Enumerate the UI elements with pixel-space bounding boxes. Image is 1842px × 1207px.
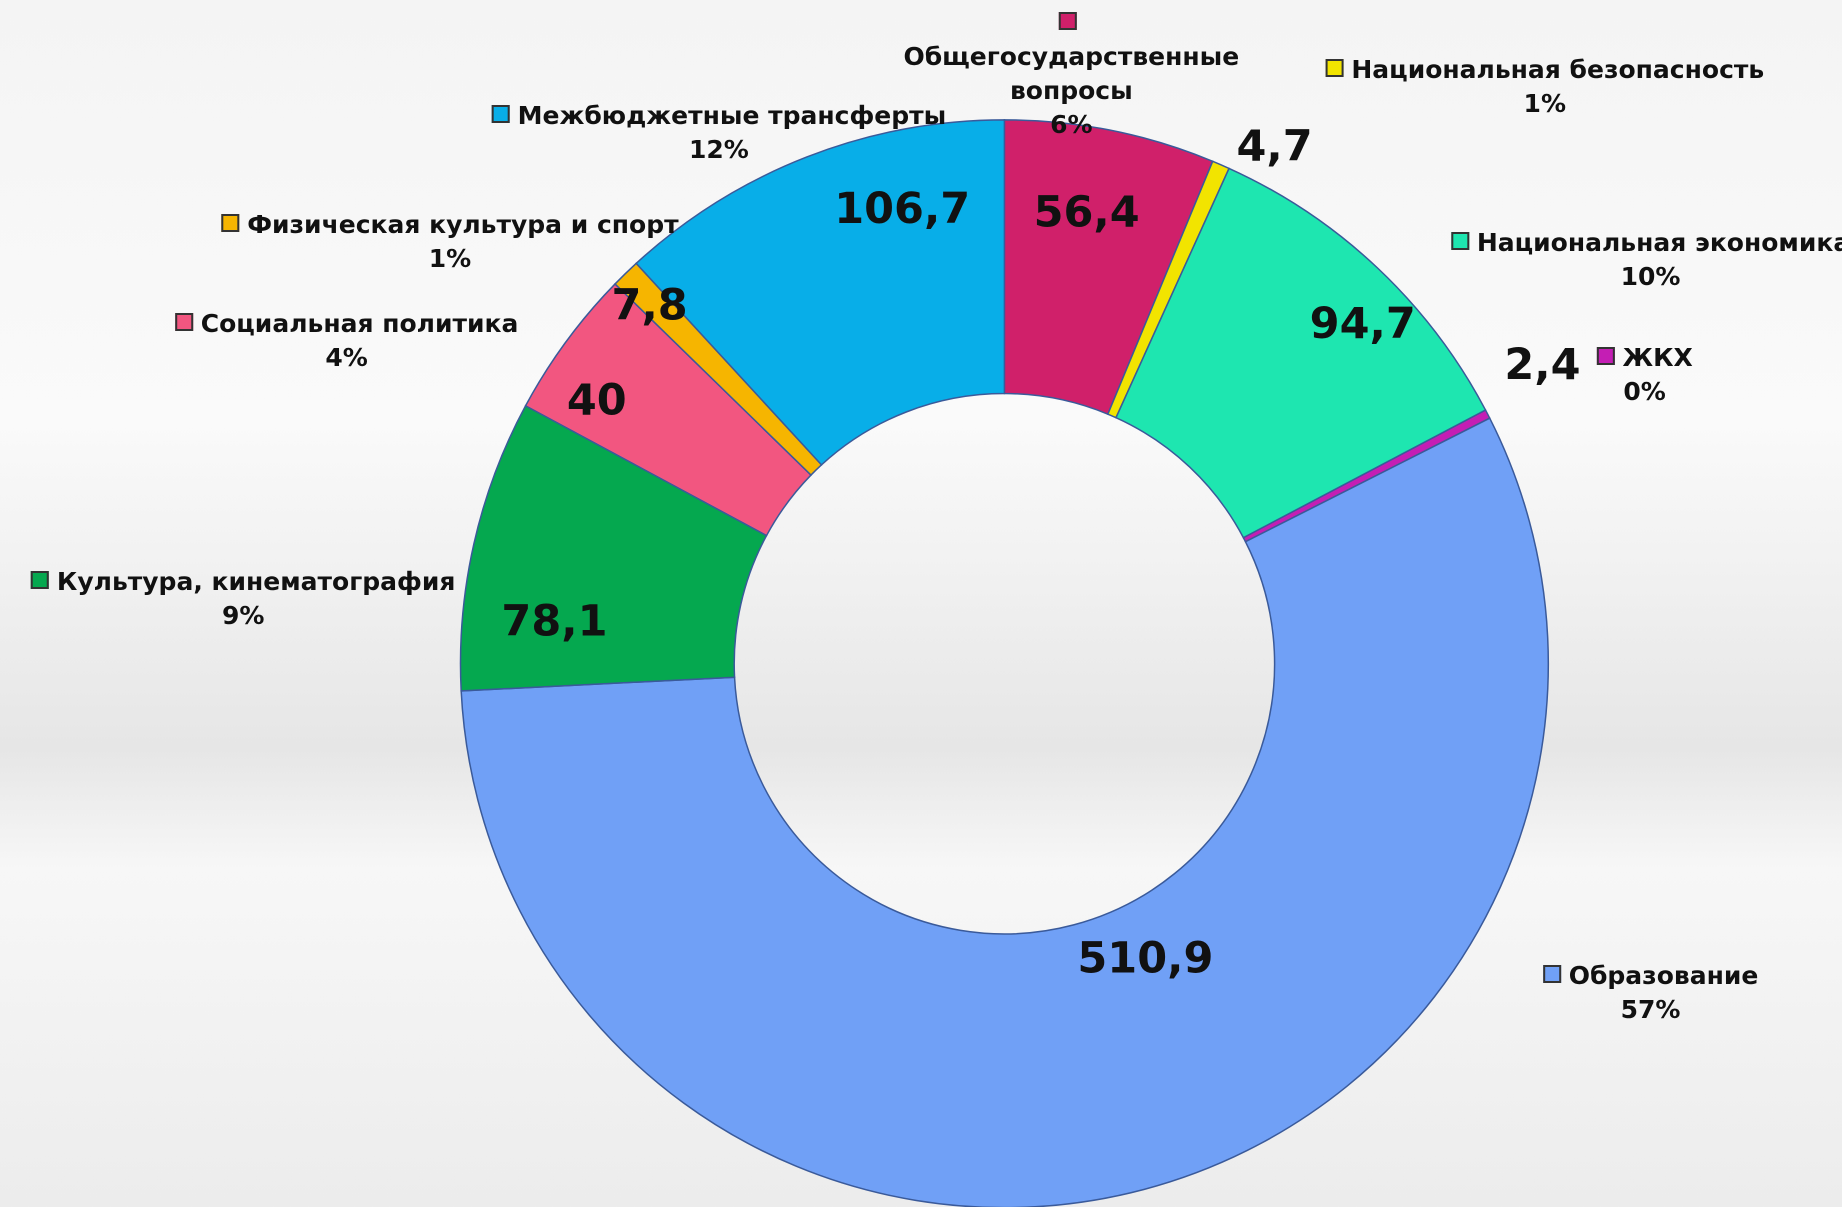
legend-entry: Национальная экономика 10%	[1450, 226, 1842, 294]
legend-entry: Образование 57%	[1542, 959, 1759, 1027]
legend-swatch	[1058, 11, 1077, 30]
donut-segment	[635, 119, 1006, 466]
percent-label: 0%	[1623, 376, 1666, 406]
legend-swatch	[221, 213, 240, 232]
percent-label: 4%	[325, 342, 368, 372]
value-label: 94,7	[1310, 299, 1416, 349]
percent-label: 1%	[428, 243, 472, 273]
legend-swatch	[491, 104, 510, 123]
value-label: 56,4	[1034, 187, 1140, 237]
legend-entry: Физическая культура и спорт 1%	[221, 208, 679, 276]
percent-label: 6%	[1050, 109, 1093, 139]
legend-swatch	[1542, 964, 1561, 983]
category-label: Национальная безопасность	[1351, 54, 1765, 84]
legend-swatch	[30, 571, 49, 590]
legend-swatch	[1450, 231, 1469, 250]
donut-segment	[460, 417, 1550, 1207]
category-label: Межбюджетные трансферты	[517, 100, 947, 130]
legend-swatch	[174, 312, 193, 331]
category-label: Общегосударственные вопросы	[903, 41, 1240, 105]
percent-label: 57%	[1620, 994, 1681, 1024]
percent-label: 9%	[221, 601, 265, 631]
value-label: 106,7	[834, 184, 970, 234]
legend-entry: Общегосударственные вопросы 6%	[895, 6, 1247, 142]
legend-entry: ЖКХ 0%	[1596, 341, 1693, 409]
category-label: Образование	[1568, 960, 1759, 990]
legend-entry: Межбюджетные трансферты 12%	[491, 99, 947, 167]
category-label: Физическая культура и спорт	[247, 209, 679, 239]
legend-entry: Национальная безопасность 1%	[1325, 53, 1764, 121]
value-label: 2,4	[1504, 340, 1580, 390]
percent-label: 12%	[689, 134, 749, 164]
legend-swatch	[1325, 58, 1344, 77]
value-label: 7,8	[612, 280, 688, 330]
legend-entry: Культура, кинематография 9%	[30, 565, 456, 633]
value-label: 4,7	[1237, 122, 1313, 172]
legend-entry: Социальная политика 4%	[174, 307, 519, 375]
value-label: 40	[567, 375, 627, 425]
donut-segment	[1115, 167, 1487, 539]
category-label: Культура, кинематография	[56, 567, 456, 597]
legend-swatch	[1596, 346, 1615, 365]
category-label: ЖКХ	[1622, 342, 1693, 372]
percent-label: 1%	[1523, 88, 1567, 118]
category-label: Национальная экономика	[1476, 227, 1842, 257]
value-label: 78,1	[501, 596, 607, 646]
category-label: Социальная политика	[200, 308, 519, 338]
percent-label: 10%	[1620, 261, 1681, 291]
value-label: 510,9	[1077, 933, 1213, 983]
donut-segment	[459, 404, 768, 692]
